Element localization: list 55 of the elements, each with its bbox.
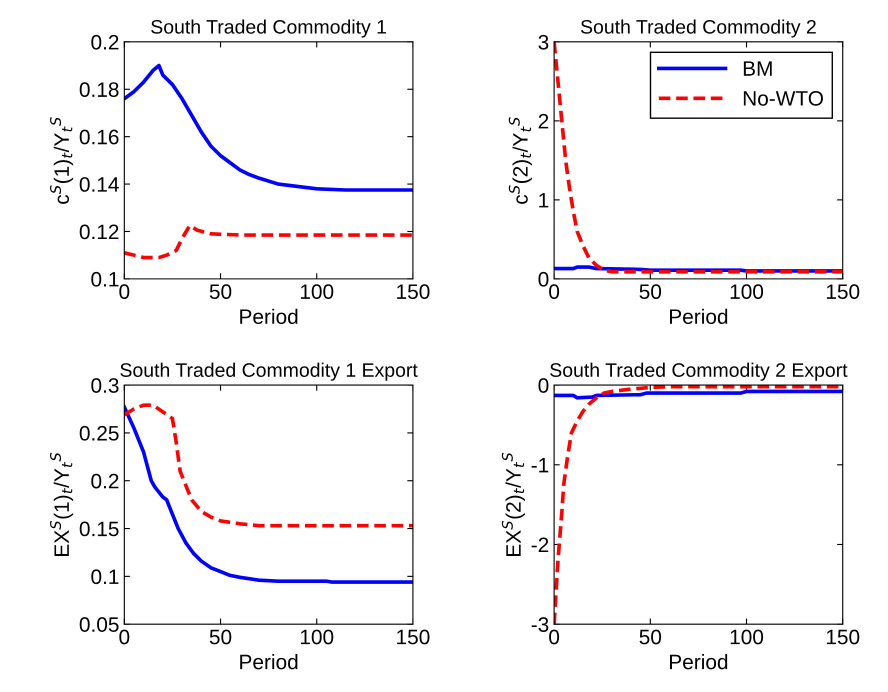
x-tick-label: 150 [826,284,860,300]
y-tick-label: -3 [532,617,548,632]
x-tick-label: 150 [826,630,860,644]
y-tick-label: 0 [538,378,548,393]
y-tick-label: 0.3 [91,378,119,393]
x-tick-label: 0 [119,284,130,300]
y-tick-label: 0.25 [80,426,119,441]
line-series [124,405,413,584]
legend-label: No-WTO [744,91,823,106]
y-axis-title: c$^{S}$(2)$_{t}$/Y$_{t}$$^{S}$ [508,117,532,204]
x-tick-label: 150 [397,284,430,300]
y-tick-label: -2 [532,537,548,552]
line-series [554,390,843,400]
x-tick-label: 100 [300,284,334,300]
y-tick-label: 3 [538,34,548,50]
y-tick-label: 0.12 [80,224,118,240]
x-axis-title: Period [670,654,728,670]
y-tick-label: 0.1 [91,272,118,287]
x-tick-label: 100 [300,630,334,644]
x-tick-label: 50 [640,630,662,644]
y-axis-title: EX$^{S}$(1)$_{t}$/Y$_{t}$$^{S}$ [50,452,74,556]
y-tick-label: 0.16 [80,130,119,144]
x-tick-label: 100 [730,284,764,300]
x-tick-label: 0 [119,630,130,644]
line-series [124,403,413,528]
y-tick-label: 0.2 [91,34,118,50]
y-tick-label: 0.15 [80,522,119,536]
legend-label: BM [744,61,772,76]
chart-title: South Traded Commodity 2 Export [550,362,848,381]
y-tick-label: 1 [539,193,548,208]
x-tick-label: 100 [730,630,764,644]
y-tick-label: 0.05 [80,617,119,632]
line-series [124,224,413,260]
y-tick-label: 0.14 [80,177,119,192]
y-tick-label: -1 [532,458,548,472]
y-axis-title: EX$^{S}$(2)$_{t}$/Y$_{t}$$^{S}$ [502,452,525,556]
y-tick-label: 0.1 [91,569,118,584]
y-tick-label: 2 [538,114,548,128]
chart-title: South Traded Commodity 2 [580,19,816,38]
chart-title: South Traded Commodity 1 [151,19,386,38]
x-tick-label: 50 [210,284,232,300]
x-tick-label: 50 [210,630,232,644]
x-tick-label: 0 [549,284,560,300]
y-axis-title: c$^{S}$(1)$_{t}$/Y$_{t}$$^{S}$ [50,117,74,204]
x-axis-title: Period [240,654,298,670]
x-tick-label: 0 [549,630,560,644]
x-axis-title: Period [240,308,298,324]
y-tick-label: 0 [538,272,548,287]
y-tick-label: 0.18 [80,82,119,98]
line-series [124,64,413,192]
x-tick-label: 50 [640,284,662,300]
chart-title: South Traded Commodity 1 Export [120,362,418,381]
y-tick-label: 0.2 [91,474,118,488]
x-tick-label: 150 [397,630,430,644]
x-axis-title: Period [670,308,728,324]
